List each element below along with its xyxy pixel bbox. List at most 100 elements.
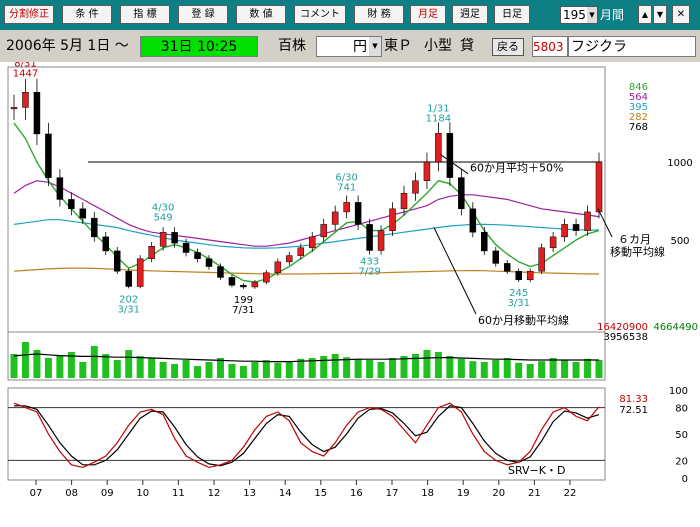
candle-body <box>113 250 121 272</box>
stock-code[interactable]: 5803 <box>532 36 568 57</box>
volume-bar <box>526 364 534 378</box>
oscillator-d-line <box>14 405 600 467</box>
volume-bar <box>67 352 75 378</box>
volume-bar <box>251 362 259 378</box>
note-label: 60か月平均＋50% <box>470 161 563 174</box>
candle-body <box>584 211 591 231</box>
candle-body <box>377 230 385 251</box>
candle-body <box>45 133 52 178</box>
market-label: 東Ｐ <box>384 38 412 54</box>
volume-bar <box>113 360 121 378</box>
comment-button[interactable]: コメント <box>294 5 346 24</box>
candle-body <box>91 217 98 238</box>
note-leader <box>433 227 477 315</box>
annotation-value: 1447 <box>13 68 38 79</box>
volume-bar <box>125 350 133 378</box>
candle-body <box>286 255 293 263</box>
indicator-button[interactable]: 指 標 <box>120 5 170 24</box>
annotation-value: 433 <box>360 256 379 267</box>
daily-button[interactable]: 日足 <box>494 5 530 24</box>
volume-bar <box>297 358 305 378</box>
split-correction-button[interactable]: 分割修正 <box>4 5 54 24</box>
candle-body <box>320 224 327 238</box>
candle-body <box>423 161 431 181</box>
candle-body <box>251 281 259 288</box>
toolbar: 分割修正 条 件 指 標 登 録 数 値 コメント 財 務 月足 週足 日足 1… <box>0 0 700 30</box>
weekly-button[interactable]: 週足 <box>452 5 488 24</box>
note-leader <box>439 153 469 175</box>
volume-bar <box>446 356 454 378</box>
volume-bar <box>515 362 523 378</box>
monthly-button[interactable]: 月足 <box>410 5 446 24</box>
stock-chart: 10005008465643952827688/3114474/30549202… <box>0 62 700 527</box>
x-tick-label: 07 <box>30 488 43 499</box>
period-down-button[interactable]: ▼ <box>653 5 667 24</box>
currency-select[interactable]: 円 ▼ <box>316 36 382 57</box>
condition-button[interactable]: 条 件 <box>62 5 112 24</box>
x-tick-label: 16 <box>350 488 363 499</box>
register-button[interactable]: 登 録 <box>178 5 228 24</box>
candle-body <box>572 224 580 231</box>
candle-body <box>10 107 18 110</box>
volume-bar <box>538 361 546 378</box>
values-button[interactable]: 数 値 <box>236 5 286 24</box>
volume-legend-value: 4664490 <box>653 322 698 333</box>
price-legend-value: 564 <box>629 92 648 103</box>
close-icon: ✕ <box>676 9 686 20</box>
oscillator-tick-label: 0 <box>682 474 688 485</box>
close-button[interactable]: ✕ <box>672 5 690 24</box>
candle-body <box>515 270 522 281</box>
x-tick-label: 11 <box>172 488 185 499</box>
volume-bar <box>561 360 569 378</box>
candle-body <box>561 224 568 238</box>
volume-bar <box>102 354 110 378</box>
candle-body <box>228 277 236 286</box>
volume-bar <box>457 358 465 378</box>
candle-body <box>205 258 213 267</box>
price-tick-label: 1000 <box>667 158 692 169</box>
annotation-date: 7/29 <box>358 266 380 277</box>
volume-bar <box>389 358 397 378</box>
candle-body <box>182 242 190 253</box>
candle-body <box>446 133 454 178</box>
candle-body <box>79 208 87 219</box>
annotation-date: 7/31 <box>232 305 254 316</box>
x-tick-label: 09 <box>101 488 114 499</box>
oscillator-tick-label: 100 <box>669 386 688 397</box>
volume-bar <box>595 360 603 378</box>
period-value: 195 <box>563 8 586 22</box>
annotation-value: 202 <box>119 294 138 305</box>
price-tick-label: 500 <box>670 236 689 247</box>
period-select[interactable]: 195 ▼ <box>560 6 598 24</box>
candle-body <box>366 224 373 251</box>
volume-bar <box>44 358 52 378</box>
oscillator-frame <box>7 387 606 481</box>
back-button[interactable]: 戻る <box>492 38 524 56</box>
annotation-date: 1/31 <box>427 103 449 114</box>
annotation-value: 245 <box>509 288 528 299</box>
candle-body <box>435 133 442 163</box>
period-up-button[interactable]: ▲ <box>638 5 652 24</box>
price-legend-value: 768 <box>629 122 648 133</box>
x-tick-label: 22 <box>564 488 577 499</box>
candle-body <box>503 263 511 272</box>
annotation-date: 8/31 <box>14 62 36 69</box>
volume-bar <box>33 350 41 378</box>
volume-bar <box>10 354 18 378</box>
note-leader <box>597 208 613 238</box>
candle-body <box>458 177 465 210</box>
start-date: 2006年 5月 1日 ～ <box>6 38 129 54</box>
ma24-line <box>13 180 600 247</box>
volume-legend-value: 3956538 <box>603 332 648 343</box>
x-tick-label: 10 <box>136 488 149 499</box>
candle-body <box>263 272 270 283</box>
note-label: 60か月移動平均線 <box>478 313 569 327</box>
volume-bar <box>136 356 144 378</box>
volume-bar <box>377 362 385 378</box>
annotation-date: 3/31 <box>117 304 139 315</box>
volume-bar <box>549 358 557 378</box>
financial-button[interactable]: 財 務 <box>354 5 404 24</box>
period-unit: 月間 <box>600 8 625 22</box>
